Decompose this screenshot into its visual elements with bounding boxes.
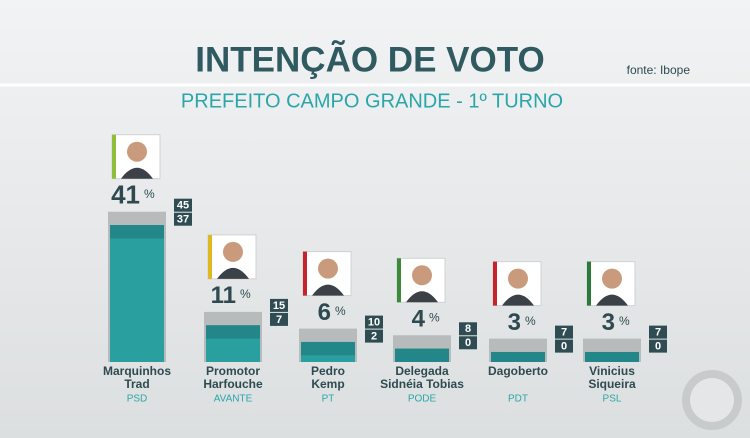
upper-label: 7	[655, 327, 661, 339]
upper-label: 7	[561, 327, 567, 339]
photo-body	[502, 294, 534, 306]
lower-band	[301, 341, 355, 356]
photo-body	[406, 291, 438, 303]
value-label: 6	[318, 299, 331, 326]
value-label: 41	[111, 180, 140, 210]
photo-body	[121, 167, 153, 179]
candidate-photo	[492, 261, 542, 307]
lower-label: 7	[276, 314, 282, 326]
lower-band	[206, 325, 260, 339]
unit-label: %	[525, 314, 536, 328]
candidate-name: Vinicius	[589, 364, 635, 378]
candidate-photo	[207, 234, 257, 280]
photo-head	[223, 241, 243, 262]
lower-box	[365, 329, 383, 343]
lower-box	[174, 212, 192, 226]
candidate-name: Marquinhos	[103, 364, 171, 378]
upper-box	[270, 298, 288, 312]
upper-box	[365, 315, 383, 329]
unit-label: %	[240, 287, 251, 301]
party-label: PSD	[127, 394, 148, 405]
photo-body	[312, 284, 344, 296]
party-label: AVANTE	[214, 394, 253, 405]
lower-band	[491, 351, 545, 362]
candidate-name: Sidnéia Tobias	[380, 377, 464, 391]
upper-label: 8	[465, 323, 471, 335]
photo-head	[318, 258, 338, 279]
upper-box	[555, 325, 573, 339]
candidate-photo	[302, 251, 352, 297]
upper-label: 15	[273, 300, 285, 312]
bar	[110, 225, 164, 362]
photo-stripe	[112, 134, 116, 179]
unit-label: %	[144, 187, 155, 201]
value-label: 3	[602, 309, 615, 336]
photo-stripe	[587, 261, 591, 306]
candidate-photo	[396, 257, 446, 303]
lower-band	[395, 348, 449, 362]
photo-head	[508, 268, 528, 289]
photo-body	[217, 267, 249, 279]
upper-box	[649, 325, 667, 339]
lower-label: 2	[371, 331, 377, 343]
photo-head	[127, 141, 147, 162]
value-label: 11	[211, 282, 236, 309]
photo-stripe	[493, 261, 497, 306]
unit-label: %	[335, 304, 346, 318]
candidate-name: Dagoberto	[488, 364, 548, 378]
photo-stripe	[303, 251, 307, 296]
photo-stripe	[397, 258, 401, 303]
photo-head	[412, 265, 432, 286]
lower-band	[585, 351, 639, 362]
value-label: 4	[412, 306, 426, 333]
lower-band	[110, 225, 164, 239]
candidate-name: Trad	[124, 377, 149, 391]
candidate-name: Harfouche	[203, 377, 263, 391]
candidate-name: Pedro	[311, 364, 345, 378]
unit-label: %	[429, 310, 440, 324]
source: fonte: Ibope	[627, 63, 691, 77]
candidate-name: Delegada	[395, 364, 449, 378]
value-label: 3	[508, 309, 521, 336]
logo	[682, 370, 742, 430]
lower-label: 0	[465, 337, 471, 349]
lower-label: 37	[177, 214, 189, 226]
upper-box	[459, 322, 477, 336]
lower-box	[555, 339, 573, 353]
upper-label: 10	[368, 317, 380, 329]
party-label: PSL	[603, 394, 622, 405]
lower-box	[270, 312, 288, 326]
party-label: PODE	[408, 394, 437, 405]
unit-label: %	[619, 314, 630, 328]
photo-body	[596, 294, 628, 306]
candidate-name: Siqueira	[588, 377, 636, 391]
chart-title: INTENÇÃO DE VOTO	[195, 40, 544, 79]
lower-label: 0	[655, 341, 661, 353]
photo-stripe	[208, 234, 212, 279]
candidate-name: Kemp	[311, 377, 344, 391]
chart-subtitle: PREFEITO CAMPO GRANDE - 1º TURNO	[181, 90, 563, 112]
photo-head	[602, 268, 622, 289]
lower-label: 0	[561, 341, 567, 353]
candidate-name: Promotor	[206, 364, 260, 378]
candidate-photo	[586, 261, 636, 307]
lower-box	[459, 336, 477, 350]
upper-label: 45	[177, 200, 189, 212]
candidate-photo	[111, 134, 161, 180]
lower-box	[649, 339, 667, 353]
party-label: PT	[322, 394, 335, 405]
party-label: PDT	[508, 394, 528, 405]
upper-box	[174, 198, 192, 212]
